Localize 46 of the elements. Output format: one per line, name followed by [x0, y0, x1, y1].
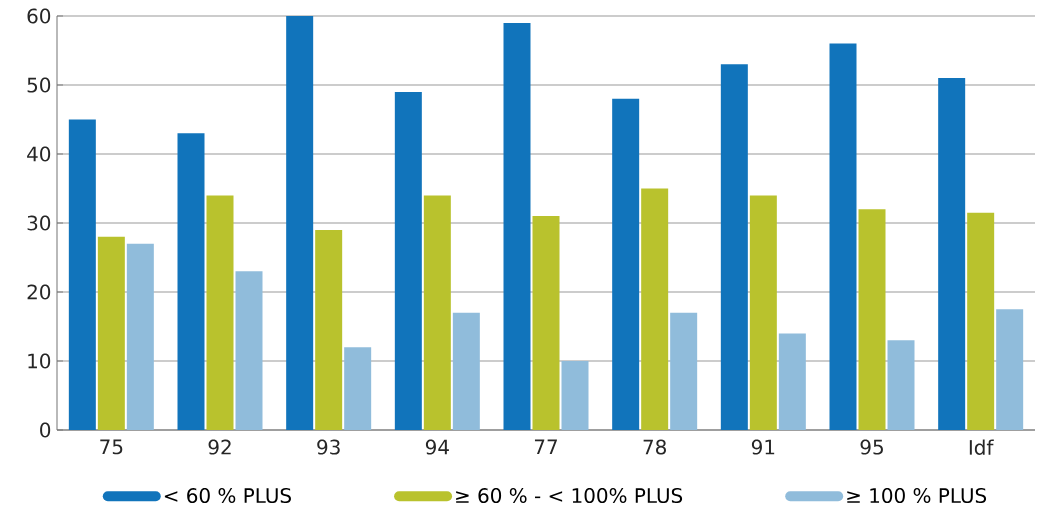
x-tick-label: Idf	[969, 439, 994, 455]
x-tick-label: 75	[100, 439, 123, 455]
bar	[177, 133, 205, 430]
y-tick-label: 60	[27, 8, 51, 24]
bar	[829, 43, 857, 430]
bar	[126, 243, 154, 430]
bar	[394, 91, 422, 430]
y-tick-label: 30	[27, 215, 51, 231]
bar	[749, 195, 777, 430]
bar	[532, 216, 560, 430]
bar	[423, 195, 451, 430]
bar	[670, 312, 698, 430]
bar	[641, 188, 669, 430]
bar	[887, 340, 915, 430]
bar	[720, 64, 748, 430]
y-tick-label: 10	[28, 353, 51, 369]
bar	[561, 361, 589, 430]
y-tick-label: 40	[27, 146, 51, 162]
x-tick-label: 91	[751, 439, 775, 455]
y-tick-label: 50	[27, 77, 51, 93]
x-tick-label: 78	[643, 439, 666, 455]
y-tick-label: 20	[27, 284, 51, 300]
bar	[68, 119, 96, 430]
bar	[612, 98, 640, 430]
bar	[858, 209, 886, 430]
bar	[344, 347, 372, 430]
bar	[206, 195, 234, 430]
legend-label: ≥ 100 % PLUS	[847, 488, 987, 504]
bar	[503, 22, 531, 430]
bar	[315, 229, 343, 430]
x-tick-label: 93	[317, 439, 340, 455]
bar	[996, 309, 1024, 430]
bar	[286, 16, 314, 430]
x-tick-label: 95	[860, 439, 883, 455]
bar	[97, 236, 125, 430]
legend-label: < 60 % PLUS	[164, 488, 291, 504]
y-tick-label: 0	[40, 422, 51, 438]
bar	[235, 271, 263, 430]
x-tick-label: 94	[425, 439, 449, 455]
legend-label: ≥ 60 % - < 100% PLUS	[456, 488, 683, 504]
x-tick-label: 77	[534, 439, 557, 455]
bar	[452, 312, 480, 430]
bar	[938, 78, 966, 430]
bar	[967, 212, 995, 430]
x-tick-label: 92	[208, 439, 231, 455]
bar	[778, 333, 806, 430]
